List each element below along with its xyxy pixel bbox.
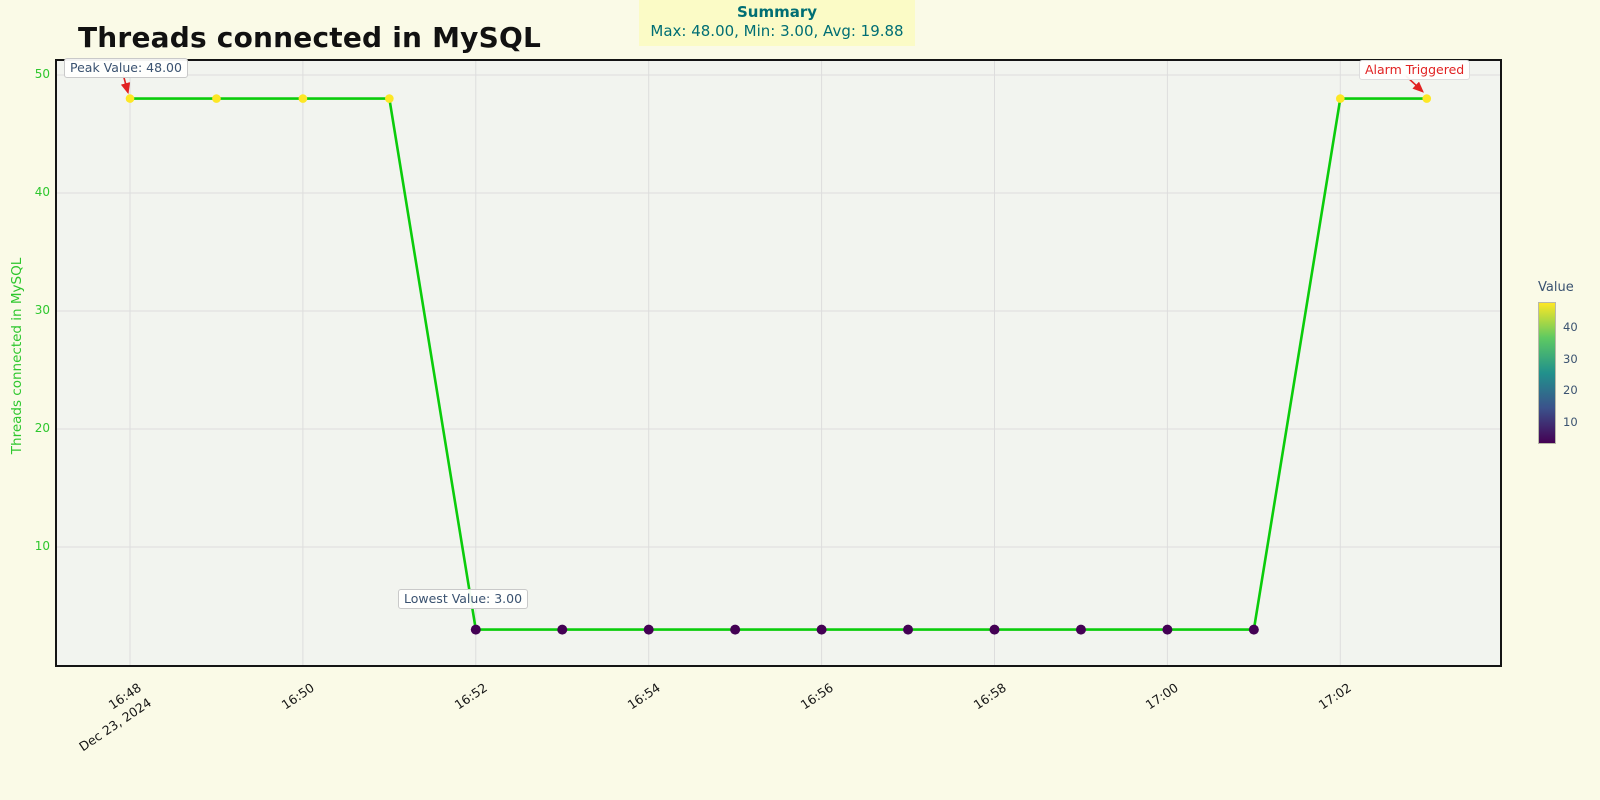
data-point bbox=[989, 624, 1000, 635]
x-tick-label: 17:00 bbox=[1143, 679, 1182, 713]
annotation-lowest: Lowest Value: 3.00 bbox=[398, 589, 529, 609]
colorbar-title: Value bbox=[1538, 280, 1574, 295]
plot-area: Peak Value: 48.00 Lowest Value: 3.00 Ala… bbox=[55, 58, 1502, 667]
line-chart-svg bbox=[57, 61, 1500, 665]
colorbar-gradient bbox=[1538, 302, 1556, 444]
data-point bbox=[298, 94, 308, 103]
y-tick-label: 40 bbox=[34, 185, 50, 199]
colorbar-tick-label: 10 bbox=[1563, 414, 1578, 429]
data-point bbox=[1075, 624, 1086, 635]
summary-title: Summary bbox=[736, 3, 818, 21]
data-point bbox=[557, 624, 568, 635]
x-tick-label: 17:02 bbox=[1315, 679, 1355, 713]
x-tick-label: 16:54 bbox=[624, 679, 663, 713]
x-tick-label: 16:56 bbox=[797, 679, 836, 713]
data-point bbox=[1162, 624, 1173, 635]
x-axis-date-label: Dec 23, 2024 bbox=[76, 694, 155, 755]
summary-stats: Max: 48.00, Min: 3.00, Avg: 19.88 bbox=[650, 21, 904, 40]
x-tick-label: 16:52 bbox=[451, 679, 490, 713]
colorbar-tick-label: 30 bbox=[1563, 351, 1578, 366]
annotation-peak: Peak Value: 48.00 bbox=[64, 58, 188, 78]
data-point bbox=[1336, 94, 1345, 103]
x-tick-label: 16:50 bbox=[278, 679, 317, 713]
data-point bbox=[816, 624, 827, 635]
colorbar-tick-label: 40 bbox=[1563, 320, 1578, 335]
x-tick-label: 16:58 bbox=[970, 679, 1009, 713]
x-tick-label: 16:48 Dec 23, 2024 bbox=[42, 679, 155, 772]
data-point bbox=[1248, 624, 1259, 635]
data-point bbox=[730, 624, 741, 635]
colorbar-tick-label: 20 bbox=[1563, 383, 1578, 398]
y-tick-label: 20 bbox=[34, 421, 50, 435]
summary-box: Summary Max: 48.00, Min: 3.00, Avg: 19.8… bbox=[639, 0, 915, 46]
data-point bbox=[385, 94, 394, 103]
data-point bbox=[212, 94, 221, 103]
series-line bbox=[130, 97, 1427, 631]
data-point bbox=[643, 624, 654, 635]
data-point bbox=[903, 624, 914, 635]
data-point bbox=[1422, 94, 1432, 103]
y-tick-label: 30 bbox=[34, 303, 50, 317]
page-title: Threads connected in MySQL bbox=[78, 20, 542, 54]
data-point bbox=[125, 94, 135, 103]
y-tick-label: 10 bbox=[34, 539, 50, 553]
annotation-alarm: Alarm Triggered bbox=[1359, 60, 1471, 80]
y-tick-label: 50 bbox=[34, 67, 50, 81]
data-point bbox=[470, 624, 481, 635]
